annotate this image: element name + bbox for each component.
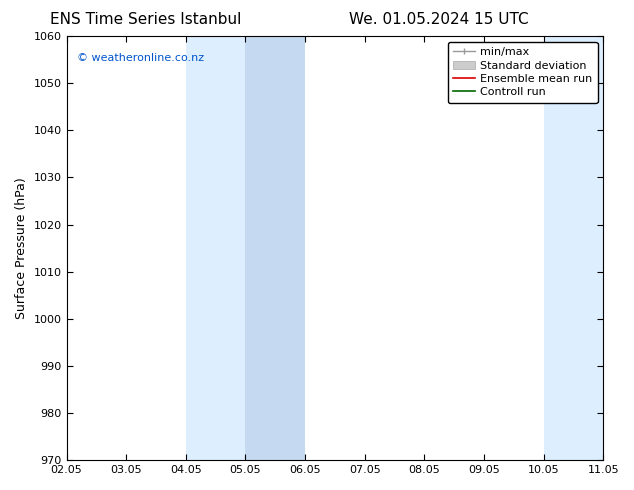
Bar <box>543 36 603 460</box>
Bar <box>603 36 634 460</box>
Text: © weatheronline.co.nz: © weatheronline.co.nz <box>77 53 204 63</box>
Bar <box>245 36 305 460</box>
Text: We. 01.05.2024 15 UTC: We. 01.05.2024 15 UTC <box>349 12 528 27</box>
Bar <box>186 36 245 460</box>
Legend: min/max, Standard deviation, Ensemble mean run, Controll run: min/max, Standard deviation, Ensemble me… <box>448 42 598 103</box>
Text: ENS Time Series Istanbul: ENS Time Series Istanbul <box>49 12 241 27</box>
Y-axis label: Surface Pressure (hPa): Surface Pressure (hPa) <box>15 177 28 319</box>
